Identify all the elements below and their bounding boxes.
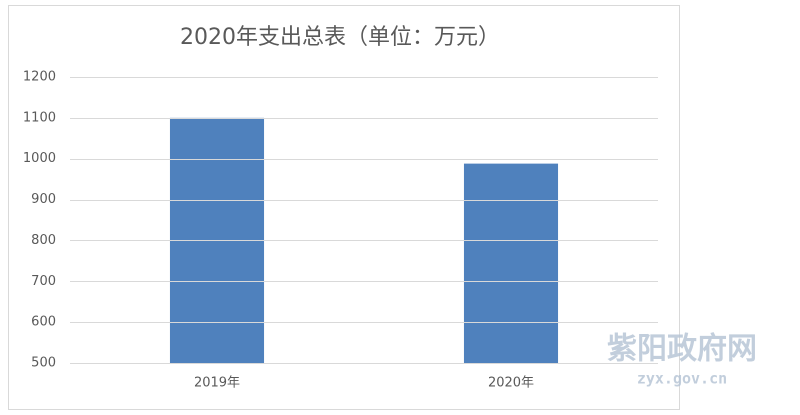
- y-tick-label: 500: [31, 356, 56, 371]
- y-tick-label: 1000: [23, 151, 56, 166]
- chart-frame: [8, 5, 680, 410]
- watermark-name: 紫阳政府网: [607, 332, 757, 367]
- x-tick-label: 2019年: [194, 376, 240, 391]
- y-tick-label: 1100: [23, 110, 56, 125]
- y-tick-label: 900: [31, 192, 56, 207]
- watermark-url: zyx.gov.cn: [637, 370, 727, 388]
- chart-title: 2020年支出总表（单位：万元）: [180, 25, 500, 50]
- y-tick-label: 600: [31, 315, 56, 330]
- bar: [463, 163, 559, 363]
- y-tick-label: 700: [31, 274, 56, 289]
- x-tick-label: 2020年: [488, 376, 534, 391]
- y-tick-label: 800: [31, 233, 56, 248]
- y-tick-label: 1200: [23, 70, 56, 85]
